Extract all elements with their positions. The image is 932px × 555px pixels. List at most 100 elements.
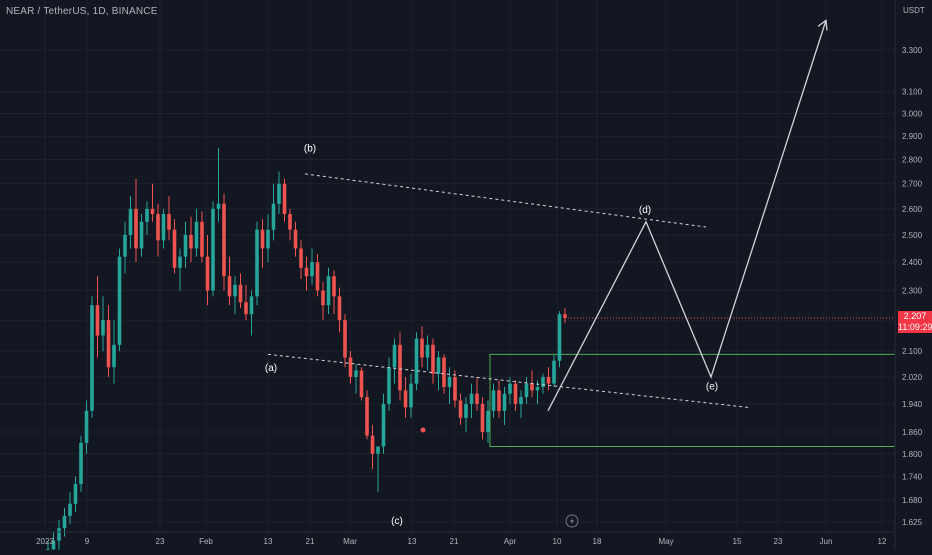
candle-body xyxy=(112,344,116,368)
candle-body xyxy=(205,256,210,291)
candle-body xyxy=(420,338,424,358)
candle-body xyxy=(57,528,61,541)
candle-body xyxy=(101,320,105,336)
time-tick-label: Mar xyxy=(343,537,357,546)
candle-body xyxy=(387,367,391,404)
candle-body xyxy=(150,208,155,214)
price-axis-layer: USDT 3.300 3.100 3.000 2.900 2.800 2.700 2.600 2… xyxy=(902,6,925,527)
candle-body xyxy=(84,410,89,443)
candle-body xyxy=(123,234,127,257)
candle-body xyxy=(398,344,402,391)
time-tick-label: 10 xyxy=(553,537,562,546)
green-box-layer xyxy=(489,353,895,447)
candle-body xyxy=(409,383,413,408)
time-tick-label: 23 xyxy=(774,537,783,546)
candle-body xyxy=(200,221,204,257)
candle-body xyxy=(68,503,72,516)
candle-body xyxy=(480,403,485,433)
time-tick-label: 15 xyxy=(733,537,742,546)
price-tick-label: 2.900 xyxy=(902,132,923,141)
candle-body xyxy=(414,338,419,384)
candle-body xyxy=(277,183,281,204)
candle-body xyxy=(106,320,111,368)
support-box xyxy=(489,353,895,447)
candle-body xyxy=(216,203,221,209)
candle-body xyxy=(178,256,182,268)
candle-body xyxy=(392,344,397,368)
candle-body xyxy=(304,267,309,277)
candle-body xyxy=(530,383,534,391)
price-tick-label: 2.800 xyxy=(902,155,923,164)
candle-body xyxy=(508,383,512,394)
candle-body xyxy=(370,435,375,454)
candle-body xyxy=(332,276,336,297)
candle-body xyxy=(348,357,353,378)
candle-body xyxy=(469,393,474,404)
candle-body xyxy=(134,208,138,249)
price-tick-label: 2.600 xyxy=(902,205,923,214)
candle-body xyxy=(337,296,342,321)
candle-body xyxy=(475,393,479,404)
candle-body xyxy=(73,484,78,504)
candle-body xyxy=(403,390,408,408)
candle-body xyxy=(491,390,496,411)
price-tick-label: 2.300 xyxy=(902,287,923,296)
time-tick-label: 12 xyxy=(878,537,887,546)
price-tick-label: 3.000 xyxy=(902,110,923,119)
candle-body xyxy=(519,397,523,404)
candle-body xyxy=(167,213,171,230)
candle-body xyxy=(541,377,545,387)
candle-body xyxy=(381,403,386,447)
price-tick-label: 2.500 xyxy=(902,231,923,240)
upper-trendline xyxy=(304,173,707,228)
candle-body xyxy=(436,357,441,374)
candle-body xyxy=(183,234,188,257)
candle-body xyxy=(453,377,457,401)
time-tick-label: 23 xyxy=(156,537,165,546)
price-tick-label: 2.700 xyxy=(902,180,923,189)
flash-icon[interactable] xyxy=(565,514,579,528)
time-tick-label: 13 xyxy=(408,537,417,546)
candle-body xyxy=(128,208,133,235)
candle-body xyxy=(447,377,452,387)
price-tick-label: 1.680 xyxy=(902,496,923,505)
candle-body xyxy=(513,383,518,404)
last-price: 2.207 xyxy=(903,311,927,321)
candle-body xyxy=(271,203,276,230)
symbol-header[interactable]: NEAR / TetherUS, 1D, BINANCE xyxy=(6,6,158,17)
candle-body xyxy=(260,229,265,249)
bar-countdown: 11:09:29 xyxy=(898,322,932,332)
price-tick-label: 1.800 xyxy=(902,450,923,459)
candle-body xyxy=(557,314,562,361)
candle-body xyxy=(524,383,529,398)
projection-arrowhead xyxy=(817,19,828,31)
time-axis-layer: 2023 9 23 Feb 13 21 Mar 13 21 Apr 10 18 May 15 23 Jun 12 xyxy=(36,537,887,546)
candle-body xyxy=(546,377,551,384)
candle-body xyxy=(238,284,243,303)
time-tick-label: Feb xyxy=(199,537,213,546)
price-tick-label: 2.400 xyxy=(902,258,923,267)
price-tick-label: 2.020 xyxy=(902,373,923,382)
candle-body xyxy=(425,344,430,358)
candle-body xyxy=(365,397,369,436)
time-tick-label: 21 xyxy=(306,537,315,546)
candle-body xyxy=(486,410,490,433)
price-tick-label: 3.100 xyxy=(902,88,923,97)
candle-body xyxy=(315,262,320,291)
candle-body xyxy=(552,360,556,384)
candle-body xyxy=(189,234,193,249)
candle-body xyxy=(535,386,540,391)
candle-body xyxy=(90,305,94,411)
candle-body xyxy=(194,221,199,249)
candle-body xyxy=(376,446,380,454)
wave-label: (a) xyxy=(265,363,277,374)
wave-label: (c) xyxy=(391,516,403,527)
time-tick-label: Jun xyxy=(820,537,833,546)
candle-body xyxy=(502,393,507,411)
time-tick-label: May xyxy=(658,537,673,546)
projection-path xyxy=(547,20,827,412)
price-tick-label: 1.625 xyxy=(902,518,923,527)
time-tick-label: 13 xyxy=(264,537,273,546)
